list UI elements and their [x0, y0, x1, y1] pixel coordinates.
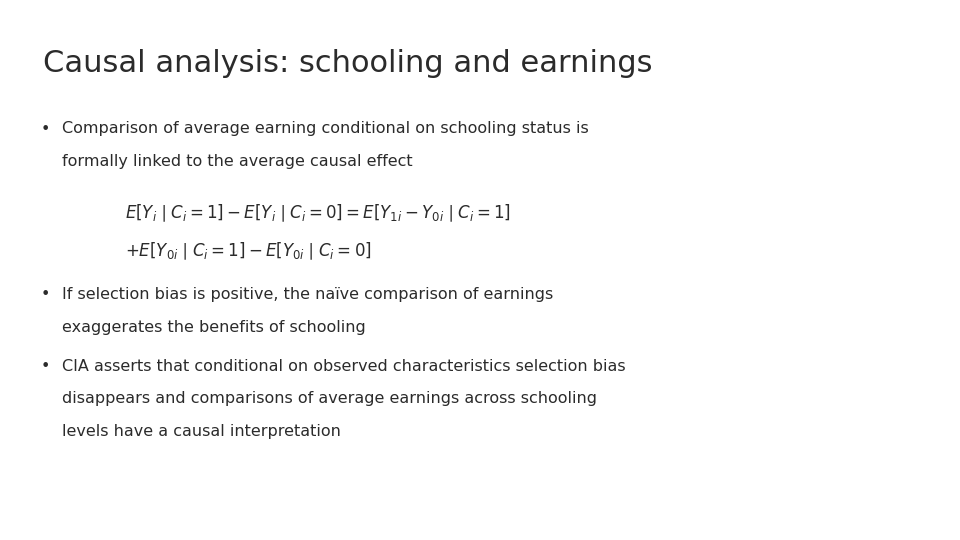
Text: $+ E\left[Y_{0i} \mid C_i = 1\right] - E\left[Y_{0i} \mid C_i = 0\right]$: $+ E\left[Y_{0i} \mid C_i = 1\right] - E… [125, 240, 372, 262]
Text: •: • [40, 122, 50, 137]
Text: formally linked to the average causal effect: formally linked to the average causal ef… [62, 154, 413, 169]
Text: Comparison of average earning conditional on schooling status is: Comparison of average earning conditiona… [62, 122, 589, 137]
Text: disappears and comparisons of average earnings across schooling: disappears and comparisons of average ea… [62, 392, 597, 407]
Text: CIA asserts that conditional on observed characteristics selection bias: CIA asserts that conditional on observed… [62, 359, 626, 374]
Text: exaggerates the benefits of schooling: exaggerates the benefits of schooling [62, 320, 366, 335]
Text: Causal analysis: schooling and earnings: Causal analysis: schooling and earnings [43, 49, 653, 78]
Text: •: • [40, 287, 50, 302]
Text: If selection bias is positive, the naïve comparison of earnings: If selection bias is positive, the naïve… [62, 287, 554, 302]
Text: $E\left[Y_i \mid C_i = 1\right] - E\left[Y_i \mid C_i = 0\right] = E\left[Y_{1i}: $E\left[Y_i \mid C_i = 1\right] - E\left… [125, 202, 511, 224]
Text: •: • [40, 359, 50, 374]
Text: levels have a causal interpretation: levels have a causal interpretation [62, 424, 341, 439]
